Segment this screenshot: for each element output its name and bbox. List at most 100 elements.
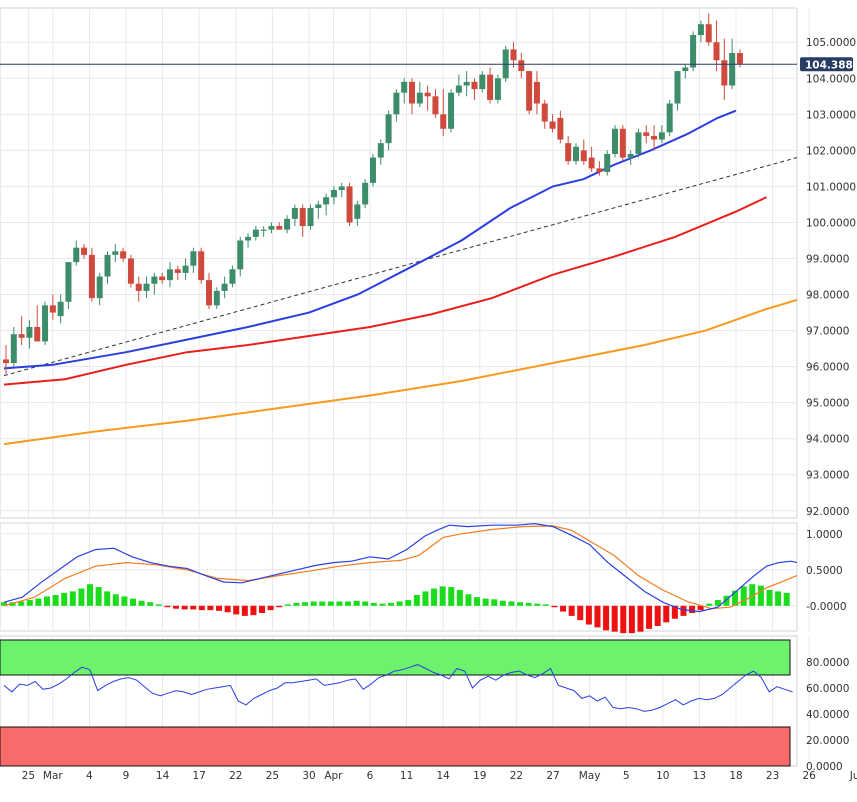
macd-hist-up-bar [121, 596, 128, 606]
macd-hist-down-bar [577, 605, 584, 621]
last-price-label: 104.3883 [805, 59, 857, 71]
macd-y-tick-label: -0.0000 [806, 601, 847, 613]
macd-hist-down-bar [654, 605, 661, 626]
macd-hist-down-bar [233, 605, 240, 615]
macd-hist-down-bar [620, 605, 627, 634]
price-y-tick-label: 101.0000 [806, 181, 856, 193]
candle-up [73, 247, 80, 263]
candle-up [674, 71, 681, 104]
candle-up [245, 236, 252, 241]
macd-hist-down-bar [585, 605, 592, 625]
macd-hist-up-bar [396, 601, 403, 606]
macd-hist-up-bar [130, 598, 137, 606]
x-tick-label: 6 [367, 770, 374, 782]
x-tick-label: 23 [766, 770, 779, 782]
x-tick-label: 25 [22, 770, 35, 782]
rsi-panel [0, 639, 793, 767]
macd-hist-down-bar [646, 605, 653, 629]
rsi-y-tick-label: 20.0000 [806, 735, 849, 747]
x-tick-label: 14 [437, 770, 451, 782]
macd-hist-up-bar [714, 600, 721, 606]
macd-hist-up-bar [138, 600, 145, 606]
macd-hist-up-bar [482, 598, 489, 606]
macd-hist-up-bar [310, 601, 317, 606]
last-price-label-box [800, 57, 853, 72]
candle-down [588, 157, 595, 169]
x-tick-label: 30 [302, 770, 315, 782]
candle-down [88, 254, 95, 299]
macd-hist-up-bar [61, 592, 68, 606]
candle-up [494, 78, 501, 100]
macd-hist-up-bar [448, 587, 455, 606]
macd-hist-up-bar [302, 602, 309, 606]
x-tick-label: 11 [400, 770, 413, 782]
macd-hist-down-bar [181, 605, 188, 610]
macd-hist-down-bar [267, 605, 274, 611]
candle-down [81, 247, 88, 255]
candle-up [377, 143, 384, 158]
macd-hist-down-bar [560, 605, 567, 612]
macd-hist-down-bar [216, 605, 223, 611]
macd-hist-up-bar [35, 598, 42, 606]
candle-up [393, 92, 400, 115]
price-y-tick-label: 104.0000 [806, 73, 856, 85]
candle-up [362, 182, 369, 205]
candle-up [697, 24, 704, 36]
macd-hist-up-bar [379, 603, 386, 606]
macd-hist-up-bar [147, 602, 154, 606]
candle-down [34, 326, 41, 342]
x-tick-label: 10 [656, 770, 669, 782]
candle-up [307, 208, 314, 227]
x-tick-label: 27 [546, 770, 559, 782]
macd-hist-up-bar [353, 600, 360, 606]
rsi-line [3, 664, 793, 712]
candle-up [604, 153, 611, 172]
macd-hist-up-bar [439, 586, 446, 606]
price-y-tick-label: 96.0000 [806, 362, 849, 374]
axes: 25 Mar 4 9 14 17 22 25 30 Apr 6 11 14 19 22 27 May 5 10 13 1… [22, 37, 857, 782]
macd-hist-up-bar [431, 588, 438, 606]
price-y-tick-label: 95.0000 [806, 398, 849, 410]
x-tick-label: Apr [324, 770, 343, 782]
price-y-tick-label: 99.0000 [806, 253, 849, 265]
x-tick-label: 5 [623, 770, 630, 782]
macd-hist-down-bar [164, 605, 171, 608]
candle-up [463, 81, 470, 86]
candle-up [330, 190, 337, 198]
candle-up [354, 204, 361, 219]
candle-up [729, 53, 736, 86]
candle-up [182, 265, 189, 273]
price-y-tick-label: 102.0000 [806, 145, 856, 157]
rsi-oversold-band [0, 726, 791, 767]
candle-up [682, 67, 689, 72]
macd-hist-up-bar [388, 602, 395, 606]
candle-up [221, 283, 228, 291]
x-tick-label: Jun [849, 770, 857, 782]
macd-hist-up-bar [9, 602, 16, 606]
macd-hist-up-bar [740, 586, 747, 606]
candle-up [385, 114, 392, 144]
macd-hist-down-bar [276, 605, 283, 608]
price-y-tick-label: 93.0000 [806, 470, 849, 482]
candle-up [401, 81, 408, 93]
candle-down [206, 280, 213, 306]
candle-up [572, 146, 579, 162]
x-tick-label: 18 [729, 770, 742, 782]
candle-up [479, 74, 486, 90]
macd-hist-down-bar [680, 605, 687, 616]
macd-panel [1, 523, 798, 634]
candle-up [416, 92, 423, 104]
candle-down [135, 283, 142, 291]
macd-hist-up-bar [319, 601, 326, 606]
macd-hist-down-bar [628, 605, 635, 634]
price-y-tick-label: 105.0000 [806, 37, 856, 49]
candle-up [252, 229, 259, 237]
macd-hist-up-bar [52, 595, 59, 606]
candle-down [565, 143, 572, 162]
macd-hist-up-bar [732, 590, 739, 606]
candle-down [557, 117, 564, 140]
candle-up [268, 226, 275, 230]
macd-hist-down-bar [198, 605, 205, 611]
candle-down [596, 168, 603, 172]
